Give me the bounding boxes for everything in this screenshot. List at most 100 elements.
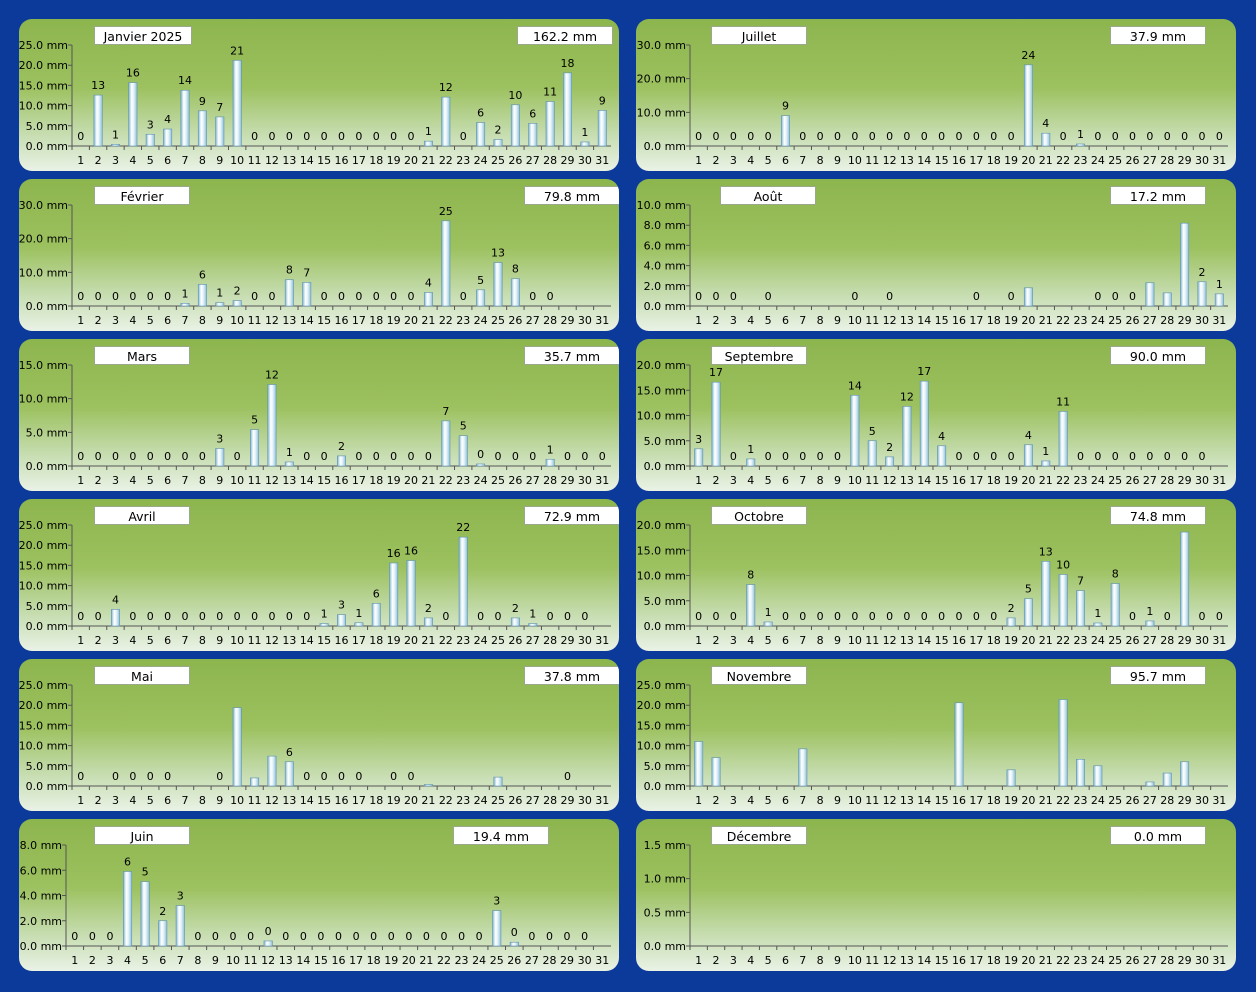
x-tick-label: 10 [848,634,862,647]
data-label: 22 [456,521,470,534]
x-tick-label: 27 [1143,154,1157,167]
x-tick-label: 27 [526,314,540,327]
data-label: 0 [77,450,84,463]
x-tick-label: 30 [578,154,592,167]
x-tick-label: 6 [782,474,789,487]
x-tick-label: 19 [387,634,401,647]
data-label: 5 [477,274,484,287]
x-tick-label: 8 [817,634,824,647]
x-tick-label: 23 [456,474,470,487]
x-tick-label: 21 [421,794,435,807]
data-label: 1 [425,125,432,138]
rain-bar [954,702,964,787]
data-label: 0 [1008,290,1015,303]
x-tick-label: 18 [987,314,1001,327]
x-tick-label: 20 [1021,954,1035,967]
x-tick-label: 18 [369,474,383,487]
y-tick-label: 20.0 mm [19,699,68,712]
x-tick-label: 27 [1143,634,1157,647]
x-tick-label: 28 [543,634,557,647]
rain-bar [597,110,607,147]
x-tick-label: 7 [799,954,806,967]
x-tick-label: 12 [883,474,897,487]
x-tick-label: 13 [282,634,296,647]
x-tick-label: 13 [282,154,296,167]
x-tick-label: 11 [865,794,879,807]
x-tick-label: 21 [421,154,435,167]
data-label: 0 [265,925,272,938]
data-label: 0 [782,610,789,623]
data-label: 0 [77,770,84,783]
data-label: 0 [321,450,328,463]
data-label: 0 [956,450,963,463]
data-label: 1 [1077,128,1084,141]
data-label: 0 [408,290,415,303]
data-label: 8 [747,569,754,582]
data-label: 0 [1146,450,1153,463]
x-tick-label: 5 [142,954,149,967]
x-tick-label: 23 [1073,314,1087,327]
x-tick-label: 5 [147,794,154,807]
rain-bar [1006,617,1016,627]
data-label: 0 [112,770,119,783]
x-tick-label: 5 [765,154,772,167]
month-total: 95.7 mm [1110,666,1206,685]
data-label: 0 [713,290,720,303]
data-label: 0 [251,130,258,143]
rain-bar [1076,759,1085,787]
data-label: 2 [1008,602,1015,615]
x-tick-label: 2 [89,954,96,967]
x-tick-label: 8 [817,154,824,167]
y-tick-label: 5.0 mm [26,760,68,773]
month-total: 74.8 mm [1110,506,1206,525]
data-label: 21 [230,44,244,57]
x-tick-label: 31 [1212,954,1226,967]
data-label: 5 [869,425,876,438]
rain-bar [158,920,168,947]
x-tick-label: 2 [713,634,720,647]
data-label: 6 [199,268,206,281]
y-tick-label: 10.0 mm [637,106,686,119]
data-label: 0 [303,770,310,783]
x-tick-label: 3 [112,314,119,327]
data-label: 0 [851,130,858,143]
bar-chart: 0.0 mm 5.0 mm 10.0 mm 15.0 mm 20.0 mm 25.0 mm… [19,39,611,167]
x-tick-label: 15 [317,154,331,167]
month-title: Novembre [711,666,807,685]
rain-bar [937,445,947,467]
data-label: 1 [321,608,328,621]
data-label: 0 [77,290,84,303]
x-tick-label: 30 [578,314,592,327]
x-tick-label: 31 [595,954,609,967]
x-tick-label: 9 [216,794,223,807]
x-tick-label: 29 [1178,954,1192,967]
x-tick-label: 18 [987,154,1001,167]
data-label: 0 [730,450,737,463]
y-tick-label: 0.0 mm [644,780,686,793]
x-tick-label: 14 [917,314,931,327]
rain-bar [711,757,721,787]
data-label: 0 [564,450,571,463]
rain-bar [389,562,399,627]
rain-bar [919,380,929,467]
data-label: 5 [251,414,258,427]
data-label: 0 [338,770,345,783]
data-label: 0 [370,930,377,943]
x-tick-label: 4 [129,794,136,807]
y-tick-label: 25.0 mm [637,679,686,692]
x-tick-label: 3 [730,154,737,167]
x-tick-label: 18 [369,634,383,647]
data-label: 0 [782,450,789,463]
y-tick-label: 20.0 mm [637,519,686,532]
data-label: 0 [921,610,928,623]
x-tick-label: 8 [817,954,824,967]
y-tick-label: 0.0 mm [644,620,686,633]
x-tick-label: 20 [404,474,418,487]
x-tick-label: 27 [526,474,540,487]
rain-bar [1145,620,1155,627]
data-label: 0 [199,610,206,623]
x-tick-label: 5 [147,634,154,647]
data-label: 18 [561,57,575,70]
x-tick-label: 22 [439,474,453,487]
data-label: 0 [390,770,397,783]
